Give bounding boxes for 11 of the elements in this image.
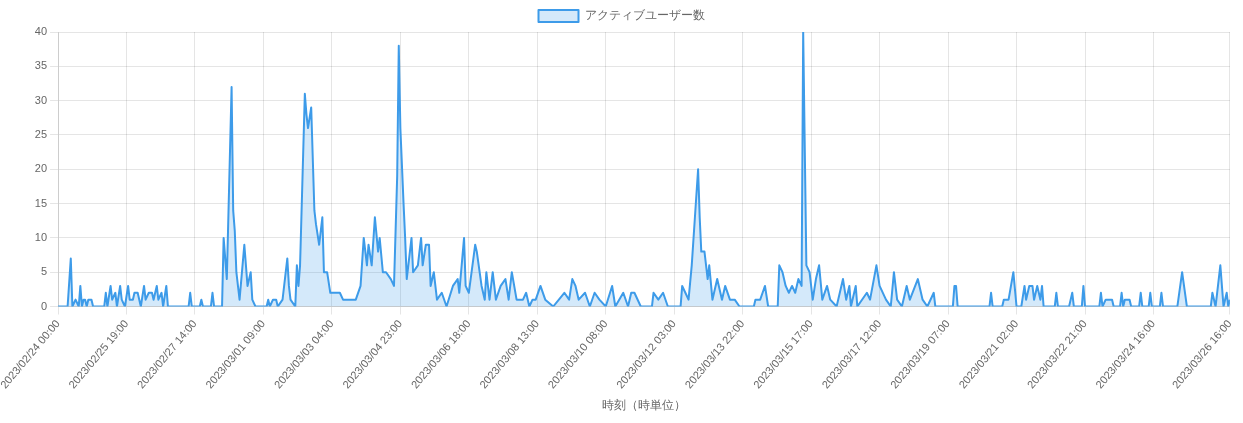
y-tick-label: 10 (34, 230, 48, 243)
y-tick-label: 35 (34, 59, 48, 72)
y-tick-label: 30 (34, 93, 48, 106)
y-tick-label: 20 (34, 162, 48, 175)
y-tick-label: 40 (34, 25, 48, 38)
y-tick-label: 25 (34, 127, 48, 140)
y-tick-label: 15 (34, 196, 48, 209)
y-tick-label: 5 (40, 265, 48, 278)
y-tick-label: 0 (40, 299, 48, 312)
legend-label: アクティブユーザー数 (584, 8, 705, 23)
x-axis-title: 時刻（時単位） (601, 397, 686, 412)
